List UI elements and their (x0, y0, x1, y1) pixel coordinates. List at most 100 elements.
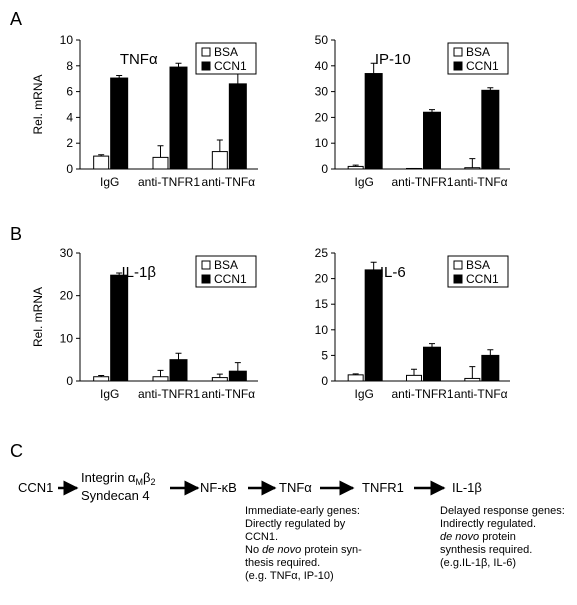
y-tick-label: 10 (60, 331, 74, 345)
bar (406, 374, 422, 382)
legend-label: BSA (466, 258, 490, 272)
note-line: (e.g. TNFα, IP-10) (245, 570, 334, 582)
y-tick-label: 8 (66, 59, 73, 73)
bar (211, 377, 228, 382)
error-bar (175, 352, 182, 360)
error-bar (157, 369, 164, 377)
legend-swatch (453, 47, 463, 57)
bar (169, 66, 188, 170)
note-line: Directly regulated by (245, 518, 346, 530)
y-tick-label: 20 (315, 110, 329, 124)
x-tick-label: anti-TNFα (454, 387, 508, 401)
error-bar (116, 74, 123, 79)
y-tick-label: 6 (66, 85, 73, 99)
bar (169, 359, 188, 382)
legend-swatch (201, 47, 211, 57)
panel-label: B (10, 224, 22, 244)
bar (110, 274, 129, 382)
y-tick-label: 0 (66, 162, 73, 176)
bar (347, 374, 364, 382)
y-tick-label: 5 (321, 348, 328, 362)
panel-label: C (10, 441, 23, 461)
note-line: synthesis required. (440, 544, 532, 556)
chart: 0 10 20 30 IL-1β Rel. mRNA IgG anti-TNFR1 anti-T… (31, 246, 258, 401)
note-line: thesis required. (245, 557, 320, 569)
x-tick-label: anti-TNFα (202, 387, 256, 401)
bar (93, 376, 110, 382)
bar (93, 155, 110, 170)
error-bar (429, 343, 435, 348)
legend-swatch (453, 61, 463, 71)
error-bar (216, 373, 223, 378)
node: TNFα (279, 480, 312, 495)
bar (364, 269, 383, 382)
node: Integrin αMβ2 (81, 470, 156, 487)
chart-title: IP-10 (375, 51, 411, 68)
x-tick-label: anti-TNFR1 (391, 387, 453, 401)
chart: 0 2 4 6 8 10 TNFα Rel. mRNA IgG anti-TNFR1 anti-TN… (31, 33, 258, 189)
y-tick-label: 0 (321, 374, 328, 388)
y-tick-label: 4 (66, 110, 73, 124)
legend-swatch (453, 260, 463, 270)
node: CCN1 (18, 480, 53, 495)
note-line: Delayed response genes: (440, 505, 565, 517)
legend-label: BSA (214, 258, 238, 272)
y-tick-label: 10 (315, 323, 329, 337)
x-tick-label: anti-TNFR1 (138, 175, 200, 189)
bar (110, 77, 129, 170)
node: Syndecan 4 (81, 488, 150, 503)
error-bar (429, 109, 435, 113)
error-bar (98, 374, 105, 377)
bar (464, 167, 481, 170)
note-line: (e.g.IL-1β, IL-6) (440, 557, 516, 569)
error-bar (469, 366, 476, 379)
chart-title: IL-1β (121, 264, 156, 281)
x-tick-label: IgG (354, 387, 373, 401)
error-bar (116, 272, 123, 276)
legend-label: CCN1 (214, 59, 247, 73)
error-bar (234, 73, 241, 84)
legend-label: BSA (214, 45, 238, 59)
error-bar (352, 373, 359, 375)
panel-label: A (10, 9, 22, 29)
bar (423, 346, 441, 382)
legend-swatch (201, 61, 211, 71)
immediate-note: Immediate-early genes: Directly regulate… (245, 505, 362, 582)
bar (364, 73, 383, 170)
y-tick-label: 40 (315, 59, 329, 73)
error-bar (370, 261, 377, 270)
bar (228, 370, 247, 382)
error-bar (487, 87, 494, 91)
error-bar (175, 62, 182, 68)
x-tick-label: anti-TNFα (454, 175, 508, 189)
y-tick-label: 30 (60, 246, 74, 260)
bar (211, 151, 228, 170)
error-bar (370, 62, 377, 74)
bar (347, 165, 364, 170)
error-bar (352, 164, 359, 167)
error-bar (234, 362, 241, 372)
pathway-diagram: CCN1 Integrin αMβ2 Syndecan 4 NF-κB TNFα… (18, 470, 565, 582)
y-tick-label: 25 (315, 246, 329, 260)
legend-label: BSA (466, 45, 490, 59)
y-tick-label: 10 (315, 136, 329, 150)
y-tick-label: 20 (315, 272, 329, 286)
error-bar (487, 349, 494, 356)
y-tick-label: 0 (321, 162, 328, 176)
x-tick-label: IgG (100, 387, 119, 401)
y-axis-label: Rel. mRNA (31, 287, 45, 347)
y-tick-label: 10 (60, 33, 74, 47)
node: NF-κB (200, 480, 237, 495)
y-tick-label: 50 (315, 33, 329, 47)
chart-title: TNFα (120, 51, 158, 68)
bar (423, 111, 441, 170)
legend-label: CCN1 (214, 272, 247, 286)
bar (481, 89, 500, 170)
y-tick-label: 0 (66, 374, 73, 388)
error-bar (216, 139, 223, 152)
x-tick-label: IgG (354, 175, 373, 189)
error-bar (411, 368, 417, 376)
bar (464, 377, 481, 382)
y-tick-label: 30 (315, 85, 329, 99)
error-bar (98, 154, 105, 157)
